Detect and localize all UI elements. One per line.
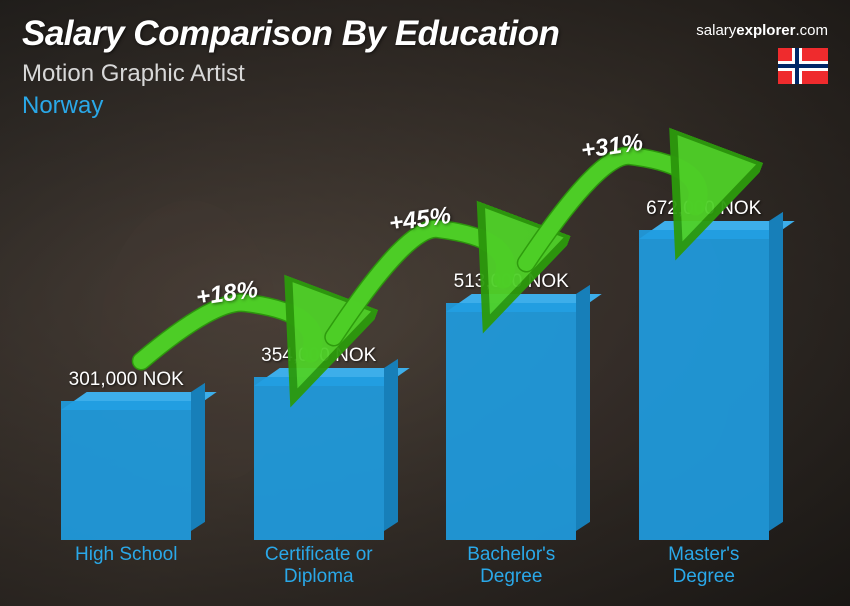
x-axis-label: Certificate orDiploma (223, 540, 416, 586)
bar-slot: 301,000 NOK (30, 369, 223, 540)
country-name: Norway (22, 92, 828, 120)
job-title: Motion Graphic Artist (22, 60, 828, 88)
brand-part2: explorer (736, 22, 795, 39)
brand-part1: salary (696, 22, 736, 39)
bar-value-label: 513,000 NOK (454, 271, 569, 293)
norway-flag-icon (778, 48, 828, 84)
bars-container: 301,000 NOK 354,000 NOK 513,000 NOK 672,000… (30, 120, 800, 540)
bar (61, 401, 191, 540)
x-axis-label: Bachelor'sDegree (415, 540, 608, 586)
brand-part3: .com (795, 22, 828, 39)
salary-chart: 301,000 NOK 354,000 NOK 513,000 NOK 672,000… (30, 120, 800, 586)
bar (446, 303, 576, 540)
bar-value-label: 354,000 NOK (261, 345, 376, 367)
bar (254, 377, 384, 540)
brand-logo: salaryexplorer.com (696, 22, 828, 39)
bar-slot: 672,000 NOK (608, 198, 801, 540)
bar (639, 230, 769, 540)
bar-slot: 354,000 NOK (223, 345, 416, 540)
x-axis-label: High School (30, 540, 223, 586)
x-axis-label: Master'sDegree (608, 540, 801, 586)
bar-value-label: 301,000 NOK (69, 369, 184, 391)
bar-slot: 513,000 NOK (415, 271, 608, 540)
bar-value-label: 672,000 NOK (646, 198, 761, 220)
x-labels-container: High SchoolCertificate orDiplomaBachelor… (30, 540, 800, 586)
